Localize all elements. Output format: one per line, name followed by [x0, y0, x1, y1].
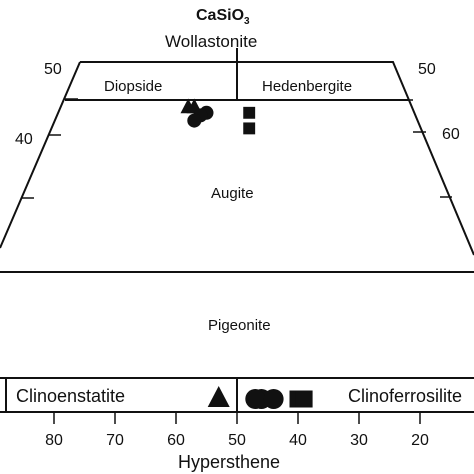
bottom-tick-label-50: 50 [228, 432, 246, 449]
apex-formula: CaSiO3 [196, 7, 250, 27]
left-tick-label-50: 50 [44, 61, 62, 78]
data-point-square-1 [243, 122, 256, 135]
data-point-square-3 [295, 390, 313, 408]
field-label-hedenbergite: Hedenbergite [262, 78, 352, 95]
field-label-augite: Augite [211, 185, 254, 202]
bottom-tick-label-70: 70 [106, 432, 124, 449]
bottom-tick-label-40: 40 [289, 432, 307, 449]
right-tick-label-50: 50 [418, 61, 436, 78]
left-tick-label-40: 40 [15, 131, 33, 148]
data-point-triangle-2 [207, 386, 230, 407]
data-point-square-0 [243, 106, 256, 119]
bottom-tick-label-30: 30 [350, 432, 368, 449]
bottom-axis-title: Hypersthene [178, 452, 280, 472]
field-label-pigeonite: Pigeonite [208, 317, 271, 334]
field-label-clinoferrosilite: Clinoferrosilite [348, 386, 462, 406]
bottom-axis-ticks: 80 70 60 50 40 30 20 [45, 412, 429, 449]
upper-quadrilateral-outline [0, 61, 474, 256]
data-point-circle-4 [245, 389, 266, 409]
field-label-diopside: Diopside [104, 78, 162, 95]
bottom-tick-label-80: 80 [45, 432, 63, 449]
apex-name: Wollastonite [165, 32, 257, 51]
data-markers [180, 98, 313, 409]
field-label-clinoenstatite: Clinoenstatite [16, 386, 125, 406]
right-tick-label-60: 60 [442, 126, 460, 143]
bottom-tick-label-20: 20 [411, 432, 429, 449]
bottom-tick-label-60: 60 [167, 432, 185, 449]
data-point-circle-2 [187, 113, 202, 128]
data-point-circle-5 [263, 389, 284, 409]
